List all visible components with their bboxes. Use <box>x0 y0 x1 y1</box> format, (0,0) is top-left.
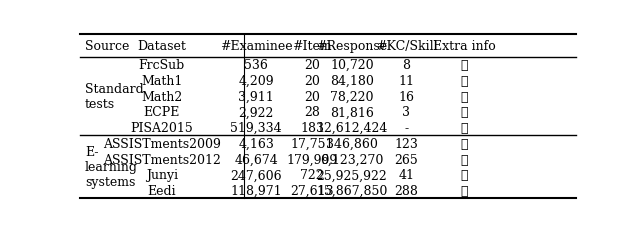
Text: ✗: ✗ <box>461 90 468 103</box>
Text: Extra info: Extra info <box>433 40 496 52</box>
Text: 265: 265 <box>394 153 419 166</box>
Text: 28: 28 <box>304 106 320 119</box>
Text: ✓: ✓ <box>461 153 468 166</box>
Text: Math2: Math2 <box>141 90 182 103</box>
Text: 247,606: 247,606 <box>230 169 282 181</box>
Text: 81,816: 81,816 <box>330 106 374 119</box>
Text: 8: 8 <box>403 59 410 72</box>
Text: 16: 16 <box>398 90 414 103</box>
Text: FrcSub: FrcSub <box>139 59 185 72</box>
Text: ✓: ✓ <box>461 137 468 150</box>
Text: #Response: #Response <box>316 40 387 52</box>
Text: PISA2015: PISA2015 <box>131 122 193 134</box>
Text: 27,613: 27,613 <box>291 184 334 197</box>
Text: 179,999: 179,999 <box>287 153 338 166</box>
Text: ✗: ✗ <box>461 59 468 72</box>
Text: ✓: ✓ <box>461 184 468 197</box>
Text: -: - <box>404 122 408 134</box>
Text: 11: 11 <box>398 74 414 87</box>
Text: 25,925,922: 25,925,922 <box>316 169 387 181</box>
Text: 3,911: 3,911 <box>238 90 274 103</box>
Text: Math1: Math1 <box>141 74 182 87</box>
Text: 12,612,424: 12,612,424 <box>316 122 387 134</box>
Text: 6,123,270: 6,123,270 <box>320 153 383 166</box>
Text: 123: 123 <box>394 137 419 150</box>
Text: 288: 288 <box>394 184 419 197</box>
Text: ✓: ✓ <box>461 122 468 134</box>
Text: 3: 3 <box>403 106 410 119</box>
Text: ✗: ✗ <box>461 106 468 119</box>
Text: 78,220: 78,220 <box>330 90 374 103</box>
Text: 20: 20 <box>304 90 320 103</box>
Text: 4,209: 4,209 <box>238 74 274 87</box>
Text: 519,334: 519,334 <box>230 122 282 134</box>
Text: 20: 20 <box>304 59 320 72</box>
Text: #Item: #Item <box>292 40 332 52</box>
Text: E-
learning
systems: E- learning systems <box>85 146 138 188</box>
Text: 15,867,850: 15,867,850 <box>316 184 387 197</box>
Text: 722: 722 <box>300 169 324 181</box>
Text: ECPE: ECPE <box>143 106 180 119</box>
Text: Source: Source <box>85 40 129 52</box>
Text: 2,922: 2,922 <box>238 106 274 119</box>
Text: 46,674: 46,674 <box>234 153 278 166</box>
Text: Junyi: Junyi <box>146 169 178 181</box>
Text: 346,860: 346,860 <box>326 137 378 150</box>
Text: ✓: ✓ <box>461 169 468 181</box>
Text: #KC/Skill: #KC/Skill <box>376 40 437 52</box>
Text: 41: 41 <box>398 169 414 181</box>
Text: Eedi: Eedi <box>148 184 176 197</box>
Text: 10,720: 10,720 <box>330 59 374 72</box>
Text: ASSISTments2009: ASSISTments2009 <box>103 137 221 150</box>
Text: Dataset: Dataset <box>138 40 186 52</box>
Text: #Examinee: #Examinee <box>220 40 292 52</box>
Text: ✗: ✗ <box>461 74 468 87</box>
Text: 20: 20 <box>304 74 320 87</box>
Text: 84,180: 84,180 <box>330 74 374 87</box>
Text: 118,971: 118,971 <box>230 184 282 197</box>
Text: Standard
tests: Standard tests <box>85 83 144 111</box>
Text: 4,163: 4,163 <box>238 137 274 150</box>
Text: 536: 536 <box>244 59 268 72</box>
Text: 183: 183 <box>300 122 324 134</box>
Text: ASSISTments2012: ASSISTments2012 <box>103 153 221 166</box>
Text: 17,751: 17,751 <box>291 137 334 150</box>
